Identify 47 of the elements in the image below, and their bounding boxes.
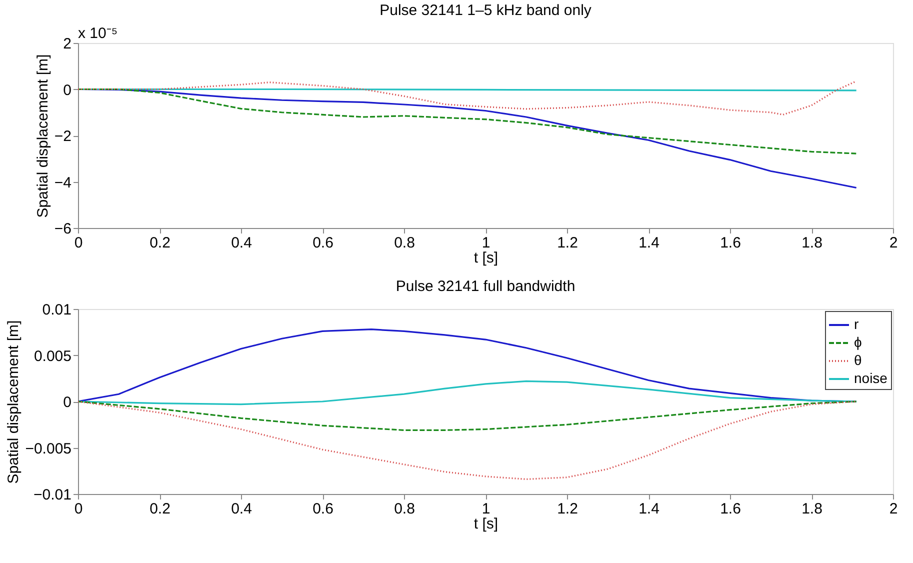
x-tick-label: 2 [889, 234, 898, 252]
chart-title: Pulse 32141 full bandwidth [396, 278, 576, 295]
line-series [78, 400, 858, 431]
y-axis-title: Spatial displacement [m] [5, 320, 22, 484]
x-tick-label: 1.8 [802, 500, 822, 518]
y-tick-label: 0.005 [34, 348, 72, 365]
legend-label: noise [854, 370, 888, 386]
y-tick-label: −2 [54, 128, 72, 145]
x-tick-label: 1.6 [720, 234, 741, 252]
x-tick-label: 0.8 [394, 500, 415, 518]
legend-label: r [854, 316, 859, 332]
x-tick-label: 0 [74, 500, 83, 518]
x-tick-label: 1.6 [720, 500, 741, 518]
y-tick-label: 0 [63, 394, 72, 411]
x-tick-label: 0.6 [312, 500, 334, 518]
x-tick-label: 1 [482, 500, 490, 518]
y-tick-label: −0.005 [25, 440, 72, 458]
x-axis-title: t [s] [474, 250, 498, 266]
x-tick-label: 1.8 [802, 234, 822, 252]
y-tick-label: 0.01 [42, 302, 72, 318]
line-series [78, 400, 858, 480]
x-tick-label: 0.4 [231, 234, 252, 252]
y-tick-label: 2 [63, 36, 72, 52]
x-tick-label: 1.2 [557, 234, 578, 252]
legend-label: ϕ [854, 334, 862, 350]
x-tick-label: 1.2 [557, 500, 578, 518]
line-series [78, 88, 858, 154]
y-tick-label: −4 [54, 174, 72, 192]
x-tick-label: 0.4 [231, 500, 252, 518]
text: x 10⁻⁵ [78, 25, 118, 42]
x-tick-label: 1.4 [638, 500, 660, 518]
x-tick-label: 0.6 [312, 234, 334, 252]
y-tick-label: 0 [63, 82, 72, 99]
x-tick-label: 0.8 [394, 234, 415, 252]
x-axis-title: t [s] [474, 516, 498, 532]
x-tick-label: 2 [889, 500, 898, 518]
chart-title: Pulse 32141 1–5 kHz band only [380, 2, 592, 19]
line-series [78, 80, 858, 116]
y-tick-label: −0.01 [34, 486, 72, 504]
x-tick-label: 0.2 [150, 234, 170, 252]
x-tick-label: 0 [74, 234, 83, 252]
x-tick-label: 1 [482, 234, 490, 252]
y-tick-label: −6 [54, 220, 72, 238]
x-tick-label: 1.4 [638, 234, 660, 252]
y-axis-title: Spatial displacement [m] [34, 54, 52, 218]
legend-label: θ [854, 352, 862, 368]
x-tick-label: 0.2 [150, 500, 170, 518]
